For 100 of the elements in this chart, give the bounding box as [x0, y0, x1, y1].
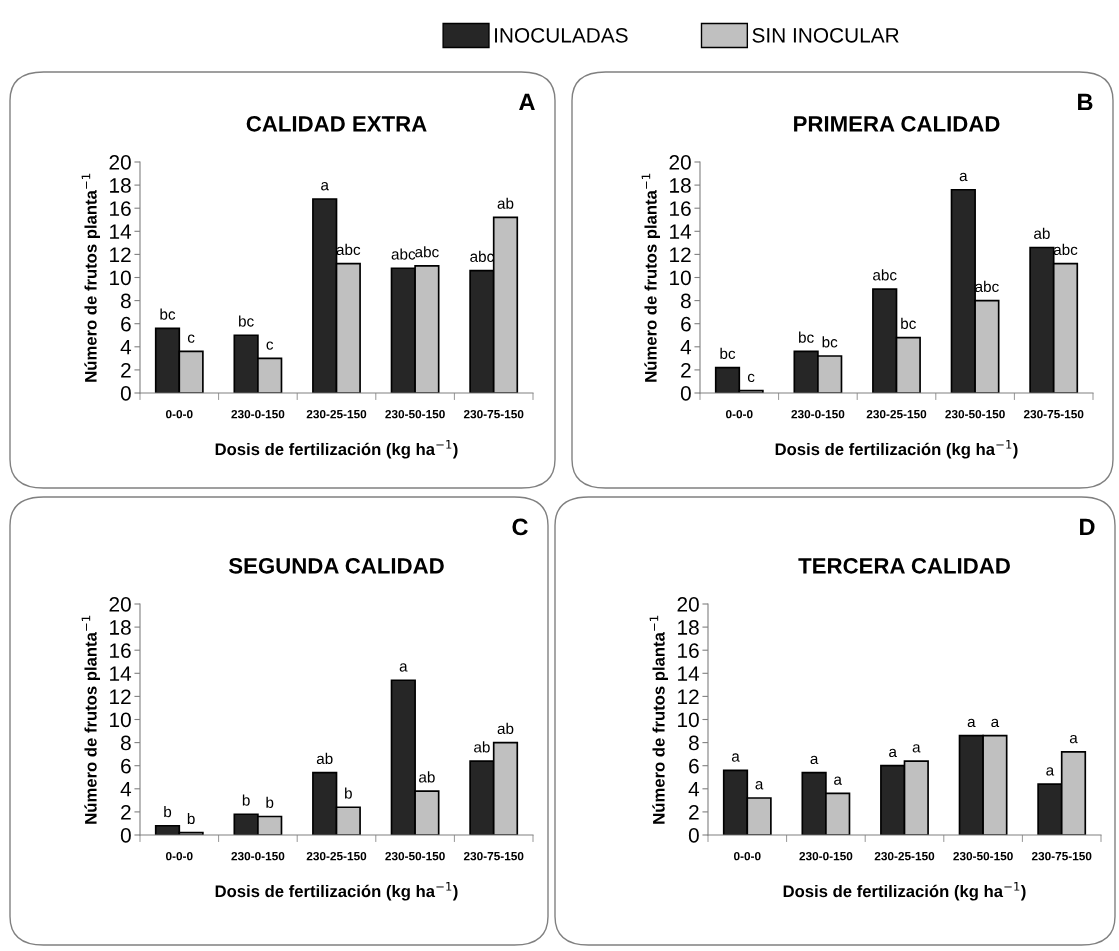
data-label: bc	[822, 336, 838, 348]
data-label: abc	[391, 248, 416, 260]
legend-label: INOCULADAS	[495, 27, 628, 43]
y-tick-label: 14	[678, 666, 700, 681]
y-tick-label: 2	[121, 362, 131, 378]
data-label: b	[164, 805, 172, 818]
data-label: bc	[720, 347, 736, 360]
data-label: abc	[470, 250, 494, 262]
y-tick-label: 8	[120, 293, 131, 309]
y-tick-label: 14	[110, 224, 132, 239]
text: A	[519, 93, 535, 111]
data-label: ab	[497, 722, 514, 735]
data-label: abc	[1053, 243, 1078, 256]
x-tick-label: 230-50-150	[385, 851, 445, 861]
x-tick-label: 230-0-150	[799, 851, 853, 861]
y-tick-label: 10	[670, 270, 691, 286]
data-label: ab	[474, 741, 490, 753]
data-label: c	[747, 373, 755, 383]
data-label: a	[321, 182, 329, 191]
y-axis-title: Número de frutos planta$^{−1}$	[649, 615, 669, 824]
x-axis-title: Dosis de fertilización (kg ha$^{−1}$)	[783, 882, 1026, 901]
data-label: b	[266, 796, 274, 808]
chart-title: CALIDAD EXTRA	[246, 115, 427, 132]
y-tick-label: 14	[110, 666, 132, 681]
data-label: ab	[1034, 227, 1050, 239]
data-label: bc	[160, 308, 176, 320]
y-tick-label: 2	[121, 804, 131, 820]
x-tick-label: 230-75-150	[1031, 851, 1092, 861]
data-label: abc	[415, 246, 439, 258]
data-label: a	[889, 748, 897, 758]
text: D	[1080, 518, 1095, 536]
y-tick-label: 12	[110, 689, 131, 704]
x-tick-label: 0-0-0	[733, 851, 761, 861]
y-tick-label: 0	[120, 386, 131, 401]
x-tick-label: 0-0-0	[725, 409, 753, 419]
y-tick-label: 20	[109, 155, 131, 170]
y-tick-label: 20	[109, 597, 131, 612]
data-label: a	[810, 755, 819, 765]
chart-title: PRIMERA CALIDAD	[794, 115, 1000, 132]
y-tick-label: 12	[678, 689, 699, 704]
y-tick-label: 14	[670, 224, 692, 239]
y-tick-label: 18	[110, 178, 131, 193]
x-tick-label: 230-75-150	[1023, 409, 1084, 419]
x-tick-label: 230-50-150	[385, 409, 445, 419]
y-tick-label: 6	[681, 316, 691, 332]
data-label: bc	[239, 315, 254, 327]
y-tick-label: 8	[680, 293, 691, 309]
y-tick-label: 2	[689, 804, 699, 820]
y-tick-label: 0	[688, 828, 699, 843]
y-tick-label: 16	[670, 201, 691, 216]
chart-title: SEGUNDA CALIDAD	[228, 557, 444, 574]
data-label: a	[912, 744, 921, 753]
y-tick-label: 6	[121, 758, 131, 774]
y-tick-label: 18	[110, 620, 131, 635]
y-tick-label: 4	[120, 782, 132, 797]
data-label: a	[755, 781, 764, 790]
x-tick-label: 230-25-150	[874, 851, 935, 861]
data-label: ab	[497, 197, 514, 209]
y-tick-label: 12	[110, 247, 131, 262]
x-axis-title: Dosis de fertilización (kg ha$^{−1}$)	[215, 882, 458, 901]
data-label: c	[187, 334, 195, 343]
data-label: abc	[873, 269, 897, 281]
legend-label: SIN INOCULAR	[752, 27, 899, 43]
y-tick-label: 10	[110, 712, 131, 728]
y-tick-label: 4	[688, 782, 700, 797]
x-tick-label: 0-0-0	[165, 409, 193, 419]
y-tick-label: 12	[670, 247, 691, 262]
y-tick-label: 18	[670, 178, 691, 193]
x-tick-label: 230-50-150	[945, 409, 1005, 419]
data-label: bc	[901, 317, 916, 329]
x-tick-label: 230-75-150	[463, 851, 524, 861]
y-tick-label: 2	[681, 362, 691, 378]
y-tick-label: 20	[669, 155, 691, 170]
data-label: a	[834, 776, 842, 785]
x-axis-title: Dosis de fertilización (kg ha$^{−1}$)	[215, 440, 458, 459]
x-tick-label: 230-0-150	[231, 851, 285, 861]
data-label: c	[266, 341, 274, 350]
data-label: a	[967, 718, 976, 728]
y-tick-label: 0	[680, 386, 691, 401]
x-tick-label: 230-50-150	[953, 851, 1013, 861]
y-tick-label: 6	[689, 758, 699, 774]
data-label: a	[959, 172, 968, 182]
y-tick-label: 16	[110, 201, 131, 216]
data-label: a	[399, 663, 408, 672]
y-tick-label: 18	[678, 620, 699, 635]
text: C	[512, 518, 528, 536]
y-tick-label: 6	[121, 316, 131, 332]
y-tick-label: 4	[680, 340, 692, 355]
data-label: a	[731, 753, 740, 762]
y-tick-label: 20	[677, 597, 699, 612]
data-label: b	[345, 787, 352, 799]
y-tick-label: 4	[120, 340, 132, 355]
chart-title: TERCERA CALIDAD	[798, 557, 1010, 574]
data-label: a	[1046, 767, 1055, 776]
data-label: abc	[336, 243, 361, 256]
y-tick-label: 16	[678, 643, 699, 658]
y-axis-title: Número de frutos planta$^{−1}$	[641, 173, 661, 382]
data-label: bc	[799, 331, 814, 343]
y-axis-title: Número de frutos planta$^{−1}$	[81, 173, 101, 382]
x-tick-label: 230-25-150	[306, 851, 367, 861]
